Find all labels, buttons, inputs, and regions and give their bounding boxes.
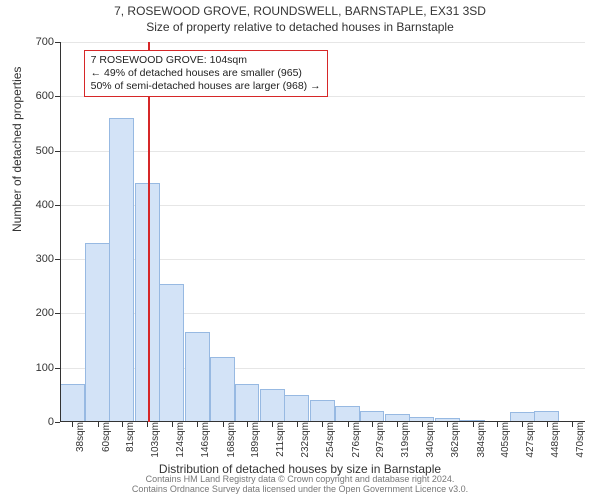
xtick-label: 384sqm xyxy=(472,422,487,458)
histogram-bar xyxy=(109,118,134,422)
xtick-label: 254sqm xyxy=(321,422,336,458)
histogram-bar xyxy=(159,284,184,422)
xtick-label: 448sqm xyxy=(546,422,561,458)
x-axis-line xyxy=(60,421,585,422)
xtick-label: 427sqm xyxy=(521,422,536,458)
reference-line xyxy=(148,42,150,422)
annotation-line: 50% of semi-detached houses are larger (… xyxy=(91,80,321,93)
histogram-bar xyxy=(284,395,309,422)
ytick-label: 300 xyxy=(36,253,60,265)
histogram-bar xyxy=(260,389,285,422)
ytick-label: 0 xyxy=(48,416,60,428)
histogram-bar xyxy=(60,384,85,422)
annotation-line: 7 ROSEWOOD GROVE: 104sqm xyxy=(91,54,321,67)
xtick-label: 189sqm xyxy=(246,422,261,458)
xtick-label: 276sqm xyxy=(347,422,362,458)
xtick-label: 103sqm xyxy=(146,422,161,458)
footer-attribution: Contains HM Land Registry data © Crown c… xyxy=(0,474,600,494)
footer-line2: Contains Ordnance Survey data licensed u… xyxy=(0,484,600,494)
ytick-label: 500 xyxy=(36,145,60,157)
footer-line1: Contains HM Land Registry data © Crown c… xyxy=(0,474,600,484)
xtick-label: 146sqm xyxy=(196,422,211,458)
y-axis-label: Number of detached properties xyxy=(10,67,24,232)
xtick-label: 211sqm xyxy=(271,422,286,457)
grid-line xyxy=(60,42,585,43)
ytick-label: 400 xyxy=(36,199,60,211)
ytick-label: 100 xyxy=(36,362,60,374)
title-line1: 7, ROSEWOOD GROVE, ROUNDSWELL, BARNSTAPL… xyxy=(0,4,600,18)
histogram-bar xyxy=(185,332,210,422)
y-axis-line xyxy=(60,42,61,422)
xtick-label: 38sqm xyxy=(71,422,86,452)
xtick-label: 60sqm xyxy=(97,422,112,452)
histogram-bar xyxy=(310,400,335,422)
xtick-label: 470sqm xyxy=(571,422,586,458)
title-line2: Size of property relative to detached ho… xyxy=(0,20,600,34)
xtick-label: 362sqm xyxy=(446,422,461,458)
xtick-label: 340sqm xyxy=(421,422,436,458)
annotation-line: ← 49% of detached houses are smaller (96… xyxy=(91,67,321,80)
ytick-label: 700 xyxy=(36,36,60,48)
xtick-label: 405sqm xyxy=(496,422,511,458)
histogram-bar xyxy=(210,357,235,422)
annotation-box: 7 ROSEWOOD GROVE: 104sqm← 49% of detache… xyxy=(84,50,328,97)
histogram-bar xyxy=(335,406,360,422)
xtick-label: 124sqm xyxy=(171,422,186,458)
histogram-bar xyxy=(85,243,110,422)
histogram-bar xyxy=(235,384,260,422)
ytick-label: 600 xyxy=(36,90,60,102)
xtick-label: 297sqm xyxy=(371,422,386,458)
xtick-label: 232sqm xyxy=(296,422,311,458)
ytick-label: 200 xyxy=(36,307,60,319)
xtick-label: 81sqm xyxy=(121,422,136,452)
xtick-label: 168sqm xyxy=(222,422,237,458)
xtick-label: 319sqm xyxy=(396,422,411,458)
chart-plot-area: 010020030040050060070038sqm60sqm81sqm103… xyxy=(60,42,585,422)
grid-line xyxy=(60,151,585,152)
